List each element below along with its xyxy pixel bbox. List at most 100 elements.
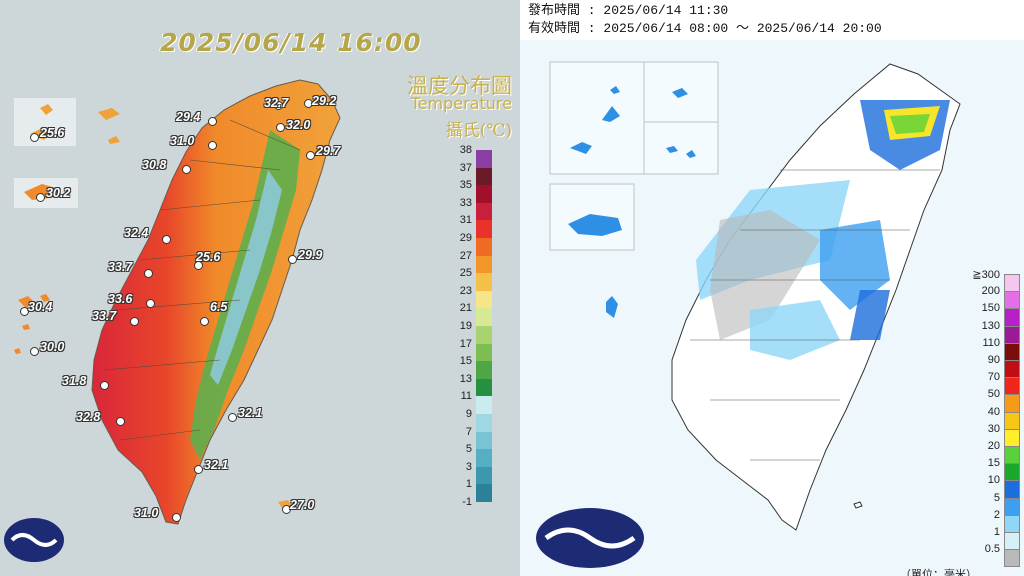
county-borders — [103, 119, 301, 441]
station-dot — [228, 413, 237, 422]
temperature-scale-label: 9 — [465, 408, 472, 420]
rainfall-scale-label: 200 — [981, 285, 1000, 298]
matsu-islands-2 — [98, 108, 120, 144]
station-dot — [100, 381, 109, 390]
temperature-scale-label: 27 — [459, 249, 472, 262]
temperature-scale-swatch — [476, 466, 492, 485]
station-value: 6.5 — [210, 300, 228, 314]
station-dot — [36, 193, 45, 202]
station-value: 33.7 — [108, 260, 133, 274]
rainfall-scale-label: 130 — [981, 319, 1000, 332]
temperature-scale-swatch — [476, 150, 492, 168]
rainfall-scale-swatch — [1004, 274, 1020, 293]
station-value: 25.6 — [40, 126, 65, 140]
temperature-scale-swatch — [476, 396, 492, 414]
temperature-scale-label: 17 — [459, 337, 472, 350]
station-value: 32.8 — [76, 410, 101, 424]
station-value: 31.0 — [134, 506, 159, 520]
temperature-scale-label: 35 — [459, 179, 472, 192]
station-value: 32.1 — [238, 406, 263, 420]
temperature-scale-swatch — [476, 255, 492, 274]
station-dot — [146, 299, 155, 308]
temperature-scale-swatch — [476, 185, 492, 203]
legend-title-zh: 溫度分布圖 — [407, 74, 512, 98]
rainfall-scale-label: 15 — [987, 457, 1000, 470]
station-value: 33.7 — [92, 309, 117, 323]
inset-box — [549, 61, 645, 175]
rainfall-scale-label: 5 — [993, 491, 1000, 504]
temperature-scale-label: 38 — [459, 144, 472, 156]
inset-islands — [568, 214, 622, 236]
rainfall-scale-label: 20 — [987, 440, 1000, 452]
station-dot — [304, 99, 313, 108]
temperature-panel: 2025/06/14 16:00 溫度分布圖 Temperature 攝氏(℃)… — [0, 0, 520, 576]
rain-core-green — [890, 114, 930, 134]
valid-time: 有效時間 : 2025/06/14 08:00 ～ 2025/06/14 20:… — [528, 21, 882, 36]
rainfall-scale-label: 2 — [993, 508, 1000, 521]
station-value: 30.4 — [28, 300, 53, 314]
rainfall-scale-label: 40 — [987, 405, 1000, 418]
station-value: 33.6 — [108, 292, 133, 306]
rainfall-scale-swatch — [1004, 480, 1020, 499]
lanyu-island — [853, 501, 863, 509]
rainfall-scale-swatch — [1004, 428, 1020, 447]
legend-unit: 攝氏(℃) — [445, 121, 512, 141]
temperature-scale-swatch — [476, 449, 492, 467]
station-dot — [194, 261, 203, 270]
temperature-scale-swatch — [476, 414, 492, 432]
temperature-scale-label: 25 — [459, 267, 472, 280]
rainfall-scale-swatch — [1004, 463, 1020, 482]
rainfall-scale-label: 1 — [993, 526, 1000, 538]
station-dot — [208, 141, 217, 150]
temperature-scale-swatch — [476, 202, 492, 221]
rain-area-hualien — [850, 290, 890, 340]
station-dot — [162, 235, 171, 244]
station-value: 30.8 — [142, 158, 167, 172]
station-dot — [288, 255, 297, 264]
rainfall-scale-swatch — [1004, 497, 1020, 516]
station-dot — [172, 513, 181, 522]
inset-box — [643, 121, 719, 175]
legend-title-en: Temperature — [410, 94, 512, 113]
station-dot — [194, 465, 203, 474]
rainfall-scale-label: 50 — [987, 388, 1000, 401]
inset-islands — [570, 86, 620, 154]
temperature-scale-label: -1 — [462, 496, 472, 508]
high-peaks — [210, 170, 282, 385]
rainfall-scale-swatch — [1004, 394, 1020, 413]
station-value: 30.0 — [40, 340, 65, 354]
temperature-scale-swatch — [476, 290, 492, 309]
rainfall-scale-label: 10 — [987, 474, 1000, 487]
rainfall-scale-swatch — [1004, 514, 1020, 533]
temperature-scale-swatch — [476, 343, 492, 362]
temperature-scale-label: 37 — [459, 161, 472, 174]
station-dot — [306, 151, 315, 160]
temperature-scale-label: 7 — [465, 425, 472, 438]
station-value: 29.9 — [298, 248, 323, 262]
rainfall-scale-swatch — [1004, 411, 1020, 430]
rain-area-gray — [710, 210, 820, 340]
rainfall-scale-swatch — [1004, 377, 1020, 396]
matsu-islands — [30, 104, 53, 140]
unit-note: （單位：毫米） — [900, 569, 977, 576]
station-value: 27.0 — [290, 498, 315, 512]
inset-islands — [666, 146, 696, 158]
station-value: 31.0 — [170, 134, 195, 148]
station-value: 29.4 — [176, 110, 201, 124]
temperature-scale-swatch — [476, 361, 492, 379]
rainfall-scale-swatch — [1004, 360, 1020, 379]
station-value: 25.6 — [196, 250, 221, 264]
rainfall-scale-swatch — [1004, 325, 1020, 344]
rainfall-scale-label: 90 — [987, 354, 1000, 366]
station-value: 32.7 — [264, 96, 289, 110]
kinmen-island — [24, 184, 56, 200]
station-value: 32.1 — [204, 458, 229, 472]
inset-islands — [672, 88, 688, 98]
rainfall-map — [520, 40, 1024, 576]
station-dot — [30, 347, 39, 356]
temperature-scale-swatch — [476, 378, 492, 397]
temperature-scale-label: 11 — [460, 390, 472, 403]
penghu-islands — [606, 296, 618, 318]
temperature-scale-swatch — [476, 167, 492, 186]
rainfall-scale-label: ≧300 — [972, 269, 1000, 281]
